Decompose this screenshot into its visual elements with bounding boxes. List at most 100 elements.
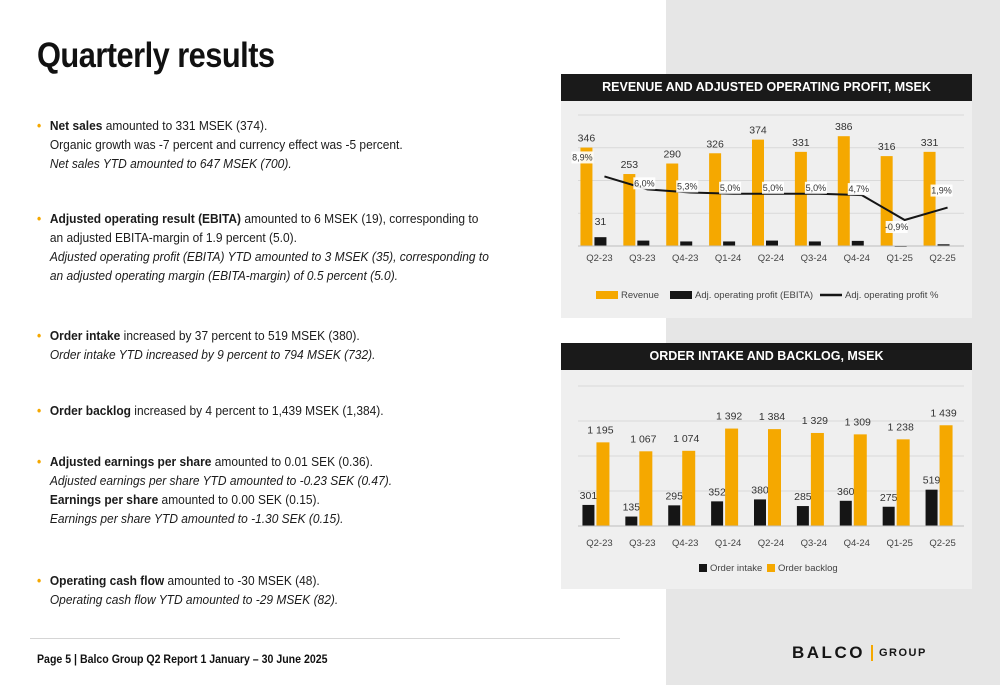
bullet-marker: •	[37, 573, 42, 588]
bullet-text: Adjusted earnings per share YTD amounted…	[49, 473, 393, 488]
ebita-bar	[637, 240, 650, 246]
chart-title: REVENUE AND ADJUSTED OPERATING PROFIT, M…	[561, 74, 972, 101]
margin-point-label: 5,3%	[677, 181, 698, 191]
bullet-line: an adjusted operating margin (EBITA-marg…	[50, 266, 489, 285]
bullet-marker: •	[37, 118, 42, 133]
bullet-line: Adjusted operating result (EBITA) amount…	[50, 209, 489, 228]
revenue-bar-label: 331	[792, 137, 810, 149]
order-backlog-bar	[639, 451, 653, 526]
bullet-text: amounted to 0.01 SEK (0.36).	[211, 454, 373, 469]
margin-point-label: -0,9%	[885, 222, 909, 232]
x-axis-tick-label: Q2-23	[586, 538, 612, 549]
bullet-item: • Order backlog increased by 4 percent to…	[37, 401, 384, 420]
bullet-line: an adjusted EBITA-margin of 1.9 percent …	[50, 228, 489, 247]
order-intake-bar	[925, 489, 938, 526]
bullet-text: Adjusted operating profit (EBITA) YTD am…	[49, 249, 489, 264]
revenue-bar-label: 346	[578, 133, 596, 145]
bullet-item: • Adjusted operating result (EBITA) amoun…	[37, 209, 489, 285]
margin-point-label: 8,9%	[572, 152, 593, 162]
order-intake-bar	[839, 500, 852, 526]
bullet-text: amounted to 6 MSEK (19), corresponding t…	[241, 211, 479, 226]
bullet-heading: Adjusted earnings per share	[49, 454, 212, 469]
order-backlog-bar	[682, 450, 696, 526]
bullet-line: Order intake YTD increased by 9 percent …	[50, 345, 376, 364]
x-axis-tick-label: Q4-23	[672, 253, 698, 264]
footer-divider	[30, 638, 620, 639]
order-intake-label: 519	[923, 475, 941, 487]
x-axis-tick-label: Q1-24	[715, 538, 741, 549]
revenue-bar	[580, 147, 593, 246]
ebita-bar	[937, 244, 950, 246]
bullet-heading: Order intake	[49, 328, 121, 343]
order-backlog-bar	[939, 425, 953, 526]
margin-point-label: 5,0%	[763, 183, 784, 193]
revenue-bar	[666, 163, 679, 246]
legend-label-order-backlog: Order backlog	[778, 563, 838, 574]
order-backlog-bar	[768, 429, 781, 526]
x-axis-tick-label: Q2-24	[758, 253, 784, 264]
bullet-line: Operating cash flow amounted to -30 MSEK…	[50, 571, 338, 590]
order-intake-bar	[625, 516, 638, 526]
bullet-line: Operating cash flow YTD amounted to -29 …	[50, 590, 338, 609]
order-backlog-label: 1 392	[716, 411, 742, 423]
revenue-bar-label: 386	[835, 121, 853, 133]
x-axis-tick-label: Q3-24	[801, 253, 827, 264]
margin-label-bg	[719, 181, 742, 194]
margin-point-label: 5,0%	[720, 183, 741, 193]
x-axis-tick-label: Q3-24	[801, 538, 827, 549]
order-backlog-label: 1 309	[845, 416, 871, 428]
revenue-profit-chart: REVENUE AND ADJUSTED OPERATING PROFIT, M…	[561, 74, 972, 318]
margin-label-bg	[804, 181, 827, 194]
x-axis-tick-label: Q3-23	[629, 253, 655, 264]
footer-page-info: Page 5 | Balco Group Q2 Report 1 January…	[37, 654, 328, 666]
x-axis-tick-label: Q2-25	[929, 538, 955, 549]
x-axis-tick-label: Q1-25	[886, 253, 912, 264]
bullet-line: Adjusted earnings per share YTD amounted…	[50, 471, 392, 490]
margin-point-label: 1,9%	[931, 186, 952, 196]
x-axis-tick-label: Q3-23	[629, 538, 655, 549]
order-backlog-bar	[853, 434, 867, 526]
order-intake-bar	[882, 506, 895, 526]
margin-point-label: 5,0%	[806, 183, 827, 193]
order-intake-bar	[711, 501, 724, 526]
revenue-bar-label: 290	[663, 149, 681, 161]
bullet-heading: Order backlog	[49, 403, 131, 418]
bullet-heading: Adjusted operating result (EBITA)	[49, 211, 242, 226]
bullet-line: Earnings per share amounted to 0.00 SEK …	[50, 490, 392, 509]
bullet-text: an adjusted EBITA-margin of 1.9 percent …	[49, 230, 297, 245]
logo-divider	[870, 645, 873, 661]
order-intake-label: 360	[837, 486, 855, 498]
revenue-bar	[794, 151, 807, 246]
bullet-item: • Order intake increased by 37 percent to…	[37, 326, 375, 364]
bullet-heading: Operating cash flow	[49, 573, 165, 588]
bullet-text: Net sales YTD amounted to 647 MSEK (700)…	[49, 156, 292, 171]
bullet-marker: •	[37, 211, 42, 226]
x-axis-tick-label: Q2-25	[929, 253, 955, 264]
revenue-bar-label: 253	[621, 159, 639, 171]
margin-label-bg	[762, 181, 784, 194]
legend-swatch-order-backlog	[767, 564, 775, 572]
bullet-line: Adjusted earnings per share amounted to …	[50, 452, 392, 471]
chart-title: ORDER INTAKE AND BACKLOG, MSEK	[561, 343, 972, 370]
revenue-bar-label: 374	[749, 125, 767, 137]
margin-label-bg	[847, 183, 870, 196]
order-backlog-bar	[810, 432, 824, 526]
order-intake-label: 301	[580, 490, 598, 502]
x-axis-tick-label: Q1-25	[886, 538, 912, 549]
x-axis-tick-label: Q4-23	[672, 538, 698, 549]
logo-wordmark: BALCO	[792, 643, 865, 662]
x-axis-tick-label: Q2-23	[586, 253, 612, 264]
x-axis-tick-label: Q4-24	[844, 253, 870, 264]
margin-point-label: 6,0%	[634, 178, 655, 188]
bullet-marker: •	[37, 454, 42, 469]
revenue-bar-label: 331	[921, 137, 939, 149]
order-backlog-label: 1 074	[673, 433, 699, 445]
bullet-text: Organic growth was -7 percent and curren…	[49, 137, 403, 152]
order-intake-bar	[582, 504, 595, 526]
bullet-heading: Net sales	[49, 118, 103, 133]
bullet-text: amounted to -30 MSEK (48).	[164, 573, 320, 588]
bullet-line: Earnings per share YTD amounted to -1.30…	[50, 509, 392, 528]
margin-label-bg	[930, 184, 953, 197]
x-axis-tick-label: Q2-24	[758, 538, 784, 549]
ebita-bar	[851, 240, 864, 246]
